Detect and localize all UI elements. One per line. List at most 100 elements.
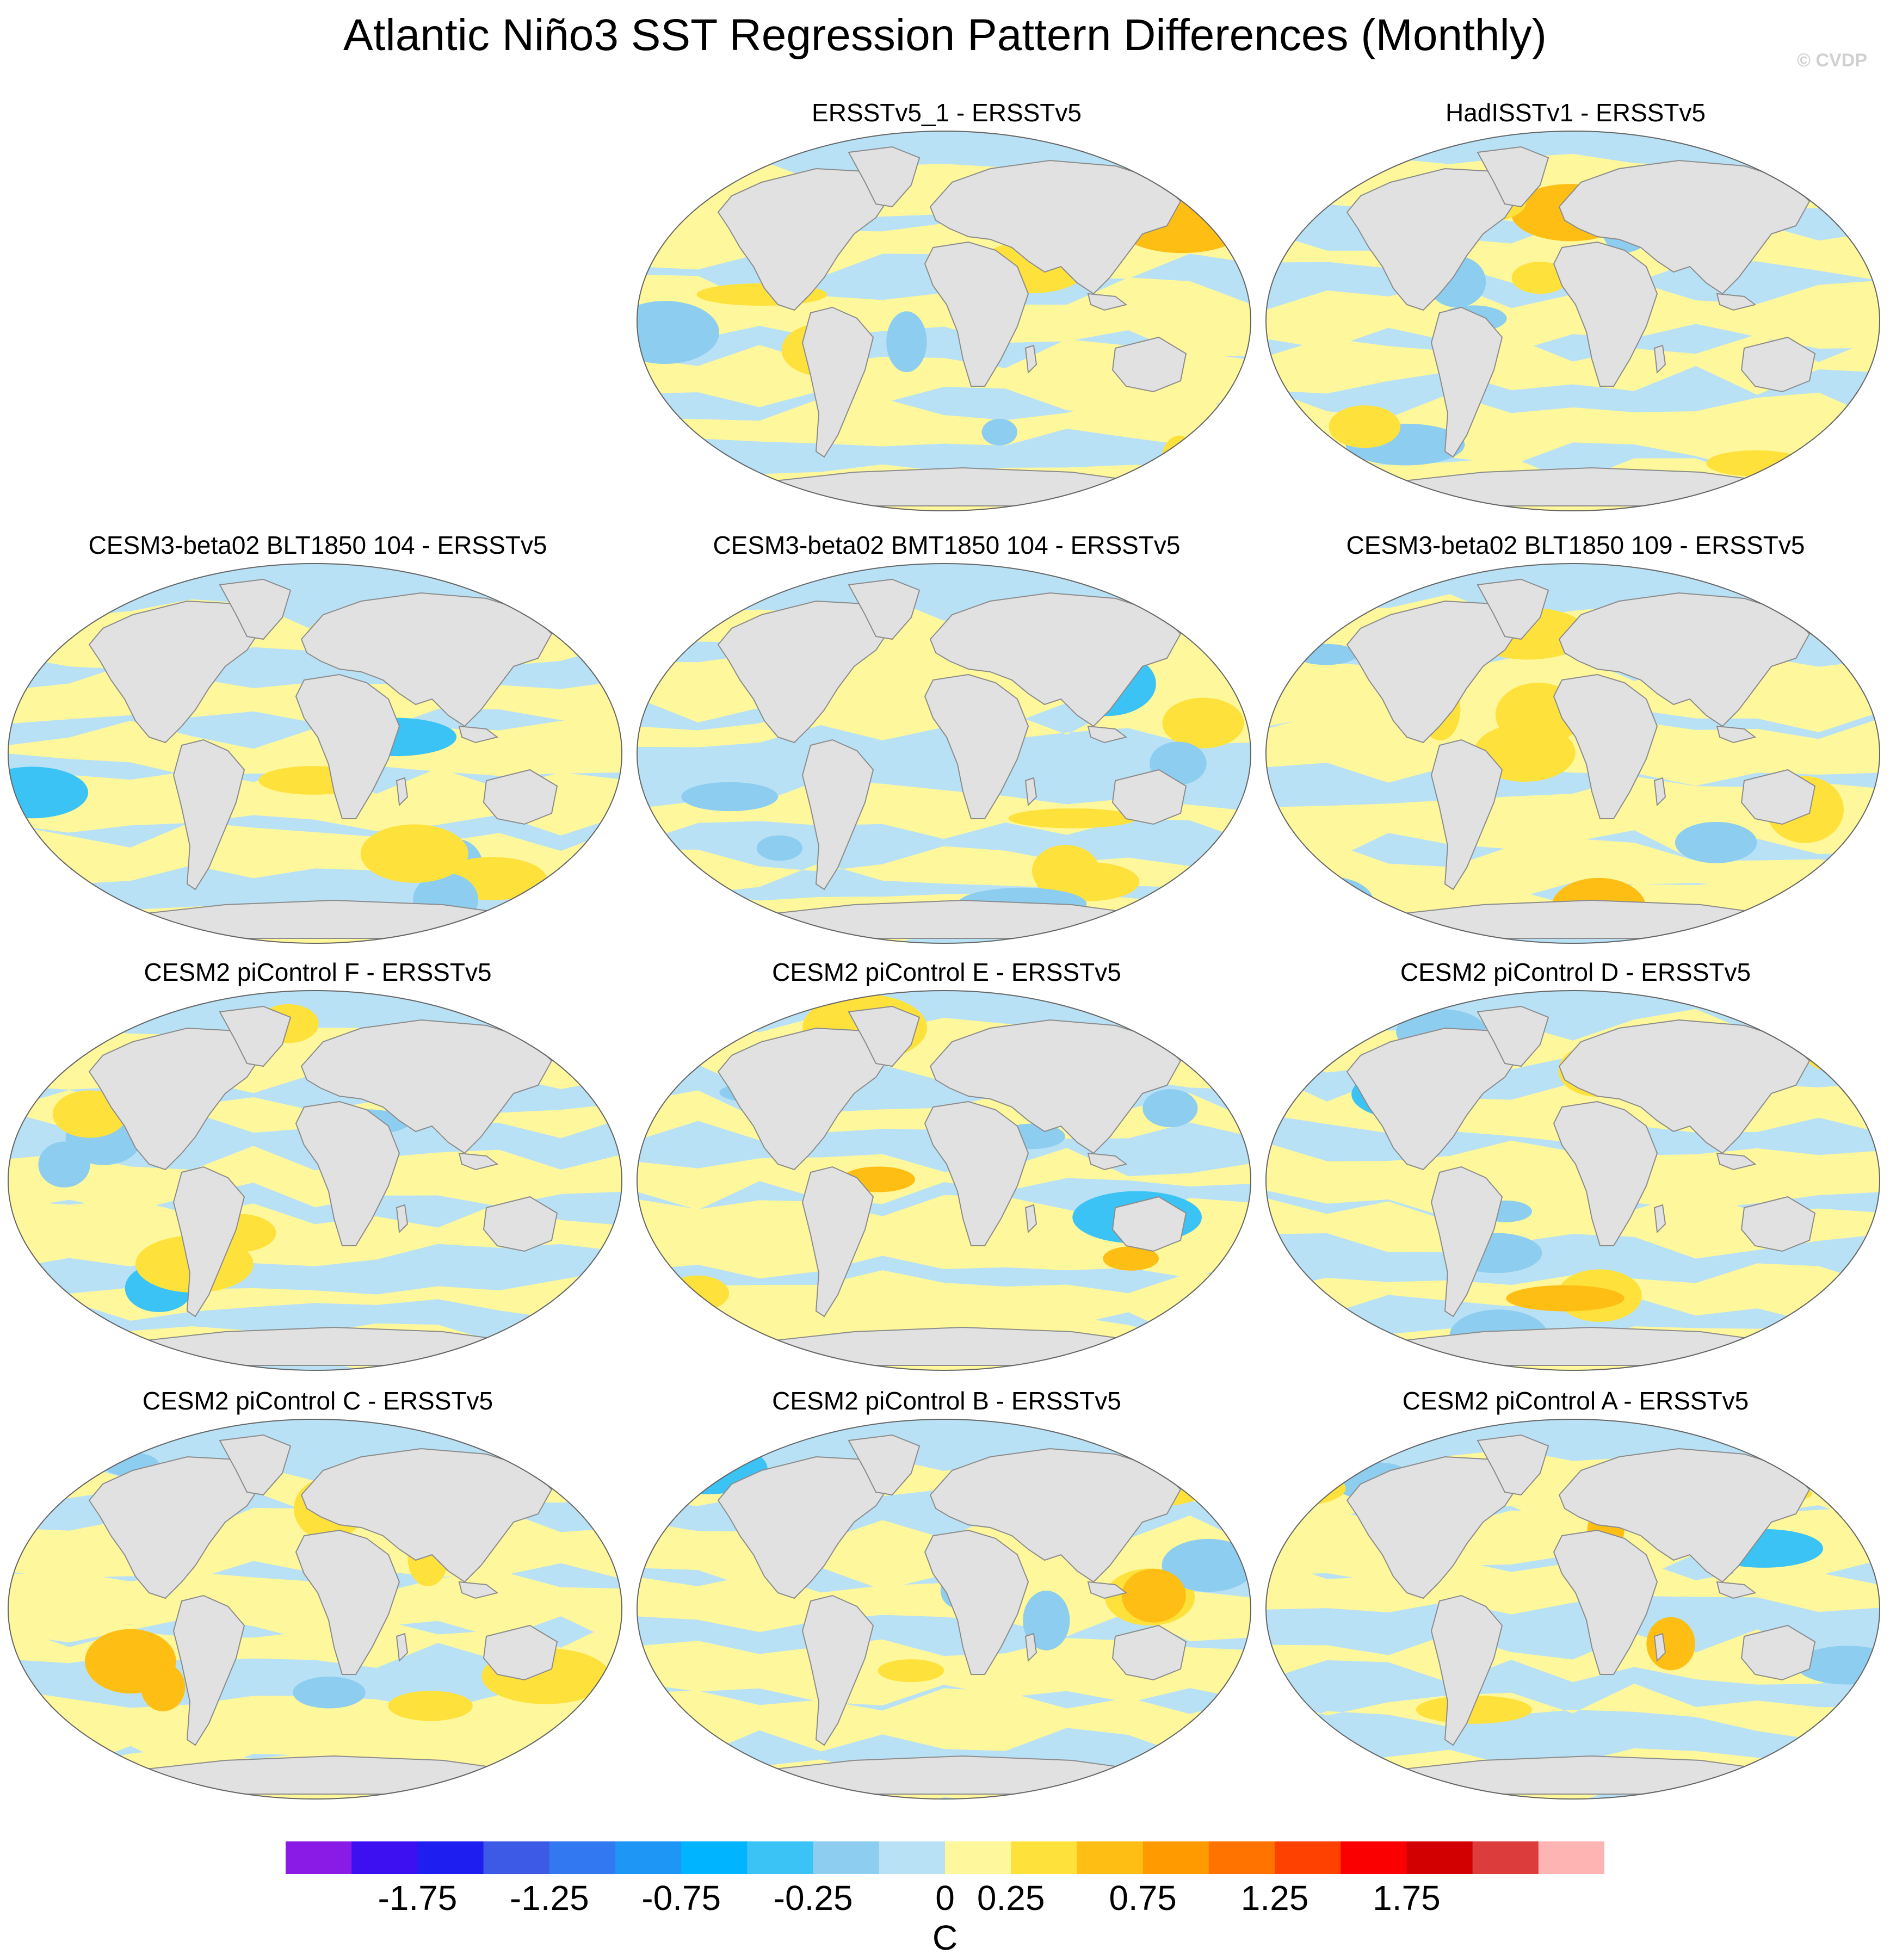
colorbar-swatch	[549, 1841, 616, 1874]
land-mass	[1716, 725, 1757, 744]
land-mass	[172, 739, 245, 891]
colorbar-swatch	[945, 1841, 1011, 1874]
colorbar-swatch	[813, 1841, 880, 1874]
land-mass	[1477, 1005, 1549, 1067]
colorbar-swatch	[879, 1841, 946, 1874]
land-mass	[483, 769, 558, 825]
sst-difference-map	[8, 563, 622, 944]
land-mass	[1558, 1019, 1811, 1154]
land-mass	[1716, 1152, 1757, 1171]
land-mass	[1553, 673, 1658, 819]
map-panel: CESM2 piControl D - ERSSTv5	[1265, 957, 1886, 1393]
land-mass	[396, 1633, 409, 1662]
anomaly-blob	[1675, 821, 1757, 863]
anomaly-blob	[1142, 1089, 1198, 1128]
land-mass	[924, 673, 1029, 819]
colorbar-tick-label: 0.75	[1109, 1878, 1177, 1918]
land-mass	[219, 1005, 292, 1067]
land-mass	[1740, 1196, 1816, 1252]
colorbar-swatch	[1011, 1841, 1077, 1874]
colorbar-tick-label: 1.75	[1373, 1878, 1441, 1918]
colorbar-swatch	[1406, 1841, 1473, 1874]
land-mass	[848, 1434, 921, 1496]
colorbar-unit-label: C	[932, 1918, 958, 1957]
sst-difference-map	[637, 131, 1251, 511]
panel-title: CESM3-beta02 BLT1850 109 - ERSSTv5	[1346, 531, 1805, 559]
land-mass	[458, 1581, 499, 1599]
land-mass	[1024, 777, 1037, 807]
map-panel: CESM3-beta02 BLT1850 109 - ERSSTv5	[1265, 530, 1886, 966]
figure-title: Atlantic Niño3 SST Regression Pattern Di…	[343, 10, 1547, 60]
land-mass	[1111, 769, 1187, 825]
positive-anomaly-band	[8, 765, 622, 836]
land-mass	[929, 592, 1182, 727]
panel-title: HadISSTv1 - ERSSTv5	[1445, 98, 1706, 127]
map-border	[637, 131, 1251, 511]
land-mass	[848, 578, 921, 640]
positive-anomaly-band	[637, 1195, 1251, 1278]
sst-difference-map	[8, 990, 622, 1371]
land-mass	[1087, 1581, 1128, 1599]
land-mass	[1740, 769, 1816, 825]
colorbar-swatch	[1077, 1841, 1144, 1874]
land-mass	[1430, 1594, 1503, 1746]
land-mass	[1740, 1624, 1816, 1681]
positive-anomaly-band	[637, 1638, 1251, 1705]
land-mass	[295, 1529, 400, 1675]
sst-difference-map	[1265, 1419, 1880, 1800]
colorbar-tick-label: -0.25	[773, 1878, 853, 1918]
colorbar-tick-label: -0.75	[641, 1878, 721, 1918]
anomaly-blob	[1103, 1246, 1159, 1271]
map-panel: ERSSTv5_1 - ERSSTv5	[637, 98, 1257, 533]
land-mass	[458, 725, 499, 744]
land-mass	[924, 1529, 1029, 1675]
panel-title: CESM3-beta02 BMT1850 104 - ERSSTv5	[713, 531, 1181, 559]
map-border	[637, 990, 1251, 1371]
anomaly-blob	[360, 824, 468, 883]
land-mass	[300, 592, 553, 727]
colorbar-swatch	[1208, 1841, 1275, 1874]
positive-anomaly-band	[1265, 1191, 1880, 1259]
colorbar-swatch	[286, 1841, 352, 1874]
panel-title: CESM2 piControl D - ERSSTv5	[1400, 958, 1751, 986]
anomaly-blob	[20, 868, 78, 900]
anomaly-blob	[1023, 1590, 1070, 1650]
map-panel: CESM3-beta02 BMT1850 104 - ERSSTv5	[637, 530, 1257, 966]
panel-title: CESM2 piControl A - ERSSTv5	[1402, 1387, 1749, 1415]
land-mass	[1558, 159, 1811, 295]
sst-difference-map	[637, 563, 1251, 944]
land-mass	[924, 1100, 1029, 1246]
positive-anomaly-band	[637, 1688, 1251, 1757]
colorbar-swatch	[615, 1841, 682, 1874]
anomaly-blob	[1329, 405, 1401, 448]
map-border	[637, 1419, 1251, 1800]
anomaly-blob	[1506, 1285, 1625, 1312]
anomaly-blob	[878, 1659, 944, 1683]
land-mass	[801, 306, 874, 458]
positive-anomaly-band	[1265, 1683, 1880, 1740]
land-mass	[929, 1019, 1182, 1154]
sst-difference-map	[637, 990, 1251, 1371]
land-mass	[924, 241, 1029, 387]
map-panel: CESM3-beta02 BLT1850 104 - ERSSTv5	[8, 530, 628, 966]
land-mass	[1477, 146, 1549, 208]
panel-title: ERSSTv5_1 - ERSSTv5	[812, 98, 1082, 127]
colorbar-tick-label: 0	[935, 1878, 955, 1918]
colorbar-swatch	[483, 1841, 550, 1874]
land-mass	[1087, 1152, 1128, 1171]
colorbar-swatch	[1142, 1841, 1209, 1874]
land-mass	[1558, 592, 1811, 727]
land-mass	[1553, 1529, 1658, 1675]
map-panel: CESM2 piControl E - ERSSTv5	[637, 957, 1257, 1393]
land-mass	[172, 1166, 245, 1318]
land-mass	[1111, 1624, 1187, 1681]
map-panel: HadISSTv1 - ERSSTv5	[1265, 98, 1886, 533]
watermark: © CVDP	[1797, 50, 1867, 71]
land-mass	[1024, 344, 1037, 374]
map-border	[637, 563, 1251, 944]
colorbar-swatch	[1538, 1841, 1604, 1874]
land-mass	[848, 1005, 921, 1067]
land-mass	[1740, 336, 1816, 393]
land-mass	[1553, 241, 1658, 387]
land-mass	[483, 1624, 558, 1681]
